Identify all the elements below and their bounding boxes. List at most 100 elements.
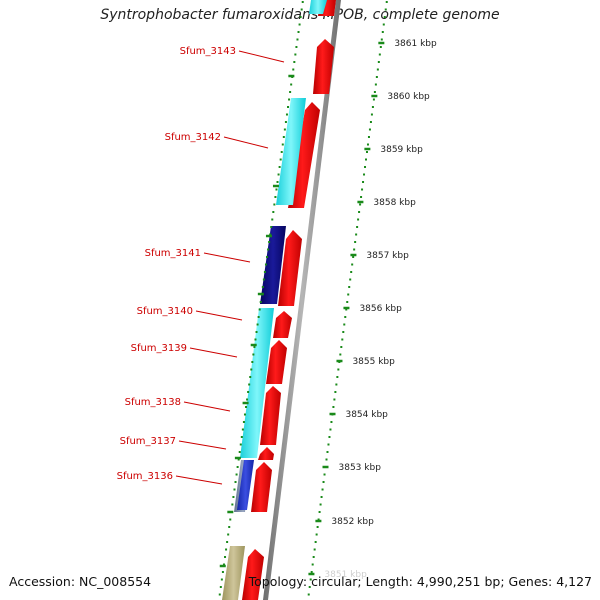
tick-dot — [245, 406, 248, 408]
tick-dot — [374, 83, 377, 86]
tick-dot — [308, 586, 311, 588]
kbp-label: 3851 kbp — [324, 570, 367, 580]
forward-gene-arrow — [288, 102, 320, 208]
tick-dot — [362, 181, 365, 183]
tick-dot — [322, 481, 325, 483]
tick-dot — [224, 556, 227, 558]
kbp-label: 3856 kbp — [359, 304, 402, 314]
forward-gene-arrow — [266, 340, 287, 384]
reverse-gene-arrow — [237, 460, 254, 510]
forward-gene-arrow — [278, 230, 302, 306]
tick-dot — [367, 136, 370, 138]
tick-dot — [263, 271, 266, 273]
tick-dot — [281, 143, 284, 146]
tick-dot — [243, 413, 246, 416]
tick-dot — [227, 533, 230, 536]
tick-dot — [284, 121, 287, 123]
tick-dot — [242, 421, 245, 423]
gene-label: Sfum_3137 — [120, 436, 176, 447]
tick-dot — [377, 61, 380, 63]
tick-dot — [219, 586, 222, 588]
tick-dot — [314, 541, 317, 543]
tick-dot — [275, 188, 278, 191]
tick-dot — [252, 353, 255, 356]
tick-dot — [318, 511, 321, 513]
tick-dot — [373, 91, 376, 93]
tick-dot — [320, 496, 323, 498]
kbp-label: 3860 kbp — [387, 92, 430, 102]
tick-dot — [358, 211, 361, 213]
tick-dot — [339, 353, 342, 356]
gene-label-leader — [223, 136, 269, 149]
forward-gene-arrow — [313, 39, 334, 94]
tick-dot — [382, 23, 385, 26]
tick-dot — [349, 278, 352, 281]
tick-dot — [369, 121, 372, 123]
tick-dot — [311, 563, 314, 566]
tick-dot — [368, 128, 371, 131]
tick-dot — [317, 518, 320, 521]
tick-dot — [229, 518, 232, 521]
tick-dot — [259, 301, 262, 303]
kbp-label: 3861 kbp — [394, 39, 437, 49]
tick-dot — [363, 173, 366, 176]
tick-dot — [332, 406, 335, 408]
tick-dot — [287, 106, 290, 108]
tick-dot — [355, 233, 358, 236]
tick-dot — [237, 458, 240, 461]
tick-dot — [359, 203, 362, 206]
tick-dot — [341, 338, 344, 341]
gene-label: Sfum_3139 — [131, 343, 187, 354]
tick-dot — [285, 113, 288, 116]
gene-label: Sfum_3138 — [125, 397, 181, 408]
tick-dot — [337, 368, 340, 371]
tick-dot — [336, 376, 339, 378]
tick-dot — [297, 31, 300, 33]
tick-dot — [345, 308, 348, 311]
kbp-scale: 3861 kbp 3860 kbp 3859 kbp 3858 kbp 3857 kbp… — [308, 39, 437, 580]
tick-dot — [296, 38, 299, 41]
tick-dot — [365, 151, 368, 153]
tick-dot — [327, 443, 330, 446]
tick-dot — [313, 548, 316, 551]
inner-tick-ring — [218, 1, 304, 596]
tick-dot — [299, 16, 302, 18]
reverse-gene-arrow — [222, 546, 245, 600]
tick-dot — [276, 181, 279, 183]
tick-dot — [250, 368, 253, 371]
tick-dot — [270, 226, 273, 228]
kbp-label: 3853 kbp — [339, 463, 382, 473]
gene-label-leader — [175, 475, 223, 485]
tick-dot — [343, 323, 346, 326]
forward-gene-arrow — [251, 462, 272, 512]
tick-dot — [335, 383, 338, 386]
reverse-gene-arrow — [276, 98, 306, 205]
tick-dot — [356, 226, 359, 228]
tick-dot — [292, 68, 295, 71]
tick-dot — [330, 421, 333, 423]
tick-dot — [385, 1, 388, 3]
tick-dot — [344, 316, 347, 318]
topology-text: Topology: circular; Length: 4,990,251 bp… — [248, 574, 592, 589]
gene-label: Sfum_3142 — [165, 132, 221, 143]
tick-dot — [326, 451, 329, 453]
tick-dot — [289, 91, 292, 93]
tick-dot — [266, 256, 269, 258]
gene-label: Sfum_3136 — [117, 471, 173, 482]
genome-backbone — [263, 0, 341, 600]
tick-dot — [376, 68, 379, 71]
tick-dot — [301, 1, 304, 3]
tick-dot — [228, 526, 231, 528]
tick-dot — [249, 376, 252, 378]
tick-dot — [236, 466, 239, 468]
kbp-label: 3858 kbp — [373, 198, 416, 208]
tick-dot — [378, 53, 381, 56]
tick-dot — [239, 443, 242, 446]
forward-genes — [242, 0, 336, 600]
tick-dot — [267, 248, 270, 251]
tick-dot — [360, 196, 363, 198]
tick-dot — [225, 548, 228, 551]
tick-dot — [222, 563, 225, 566]
tick-dot — [274, 196, 277, 198]
tick-dot — [246, 398, 249, 401]
